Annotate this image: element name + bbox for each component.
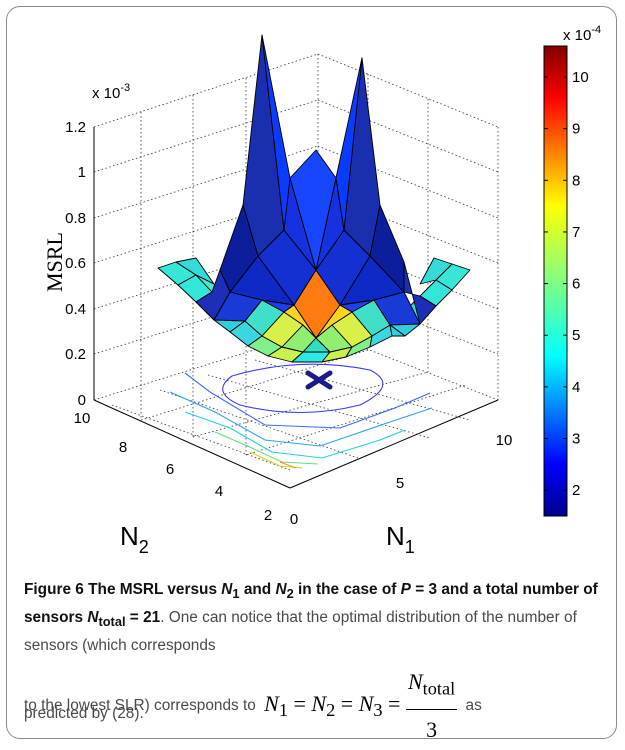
formula-fraction: Ntotal 3 — [405, 662, 458, 749]
minimum-marker — [305, 370, 333, 390]
y-axis — [93, 399, 291, 489]
z-multiplier: x 10-3 — [92, 82, 130, 102]
contour-line — [184, 372, 431, 429]
y-axis-label: N2 — [120, 521, 149, 557]
y-tick-labels: 10 8 6 4 2 — [74, 410, 273, 524]
z-axis-label: MSRL — [42, 232, 67, 292]
colorbar-ticks: 2 3 4 5 6 7 8 9 10 — [544, 69, 589, 499]
colorbar-tick-label: 8 — [572, 172, 580, 189]
colorbar-multiplier: x 10-4 — [563, 24, 601, 44]
y-tick-label: 10 — [74, 410, 91, 427]
z-tick-labels: 0 0.2 0.4 0.6 0.8 1 1.2 — [65, 119, 86, 409]
contour-lines — [169, 363, 433, 469]
colorbar-tick-label: 6 — [572, 276, 580, 293]
colorbar-tick-label: 5 — [572, 327, 580, 344]
y-tick-label: 4 — [215, 483, 223, 500]
caption-formula-line: to the lowest SLR) corresponds to N1 = N… — [24, 662, 599, 741]
z-tick-label: 0.8 — [65, 210, 86, 227]
z-tick-label: 1 — [78, 164, 86, 181]
x-tick-label: 5 — [396, 475, 404, 492]
contour-line — [184, 411, 406, 459]
surface-plot-svg: 0 0.2 0.4 0.6 0.8 1 1.2 x 10-3 MSRL 10 8… — [42, 24, 601, 557]
z-tick-label: 0.2 — [65, 346, 86, 363]
x-tick-labels: 0 5 10 — [290, 432, 513, 528]
caption-last-line: predicted by (28). — [24, 705, 144, 723]
colorbar-fill — [543, 45, 568, 517]
surface-plot: 0 0.2 0.4 0.6 0.8 1 1.2 x 10-3 MSRL 10 8… — [42, 24, 601, 557]
x-axis — [289, 399, 499, 489]
caption-head: Figure 6 The MSRL versus N1 and N2 in th… — [24, 581, 598, 630]
contour-line — [214, 431, 319, 465]
colorbar-tick-label: 10 — [572, 69, 589, 86]
contour-line — [222, 363, 384, 414]
contour-line — [279, 461, 297, 469]
caption-body: . One can notice that the optimal distri… — [24, 609, 577, 655]
contour-line — [169, 391, 433, 447]
y-tick-label: 8 — [119, 439, 127, 456]
z-tick-label: 0.6 — [65, 255, 86, 272]
colorbar-tick-label: 3 — [572, 431, 580, 448]
surface-mesh — [157, 34, 471, 363]
colorbar-tick-label: 7 — [572, 224, 580, 241]
caption-formula: N1 = N2 = N3 = Ntotal 3 — [264, 662, 458, 749]
figure-caption: Figure 6 The MSRL versus N1 and N2 in th… — [24, 578, 599, 742]
x-tick-label: 0 — [290, 511, 298, 528]
y-tick-label: 6 — [166, 461, 174, 478]
colorbar-tick-label: 9 — [572, 121, 580, 138]
y-tick-label: 2 — [264, 507, 272, 524]
colorbar: 2 3 4 5 6 7 8 9 10 x 10-4 — [543, 24, 601, 517]
x-tick-label: 10 — [496, 432, 513, 449]
z-tick-label: 0.4 — [65, 301, 86, 318]
z-tick-label: 1.2 — [65, 119, 86, 136]
colorbar-tick-label: 2 — [572, 482, 580, 499]
x-axis-label: N1 — [386, 521, 415, 557]
colorbar-tick-label: 4 — [572, 379, 580, 396]
z-tick-label: 0 — [78, 392, 86, 409]
